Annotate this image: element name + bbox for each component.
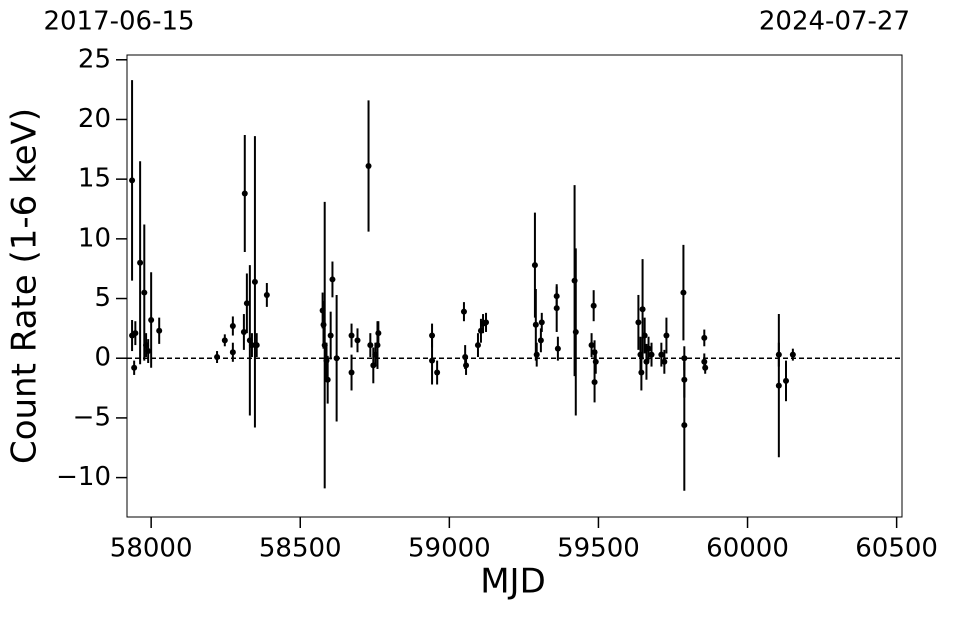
data-point: [354, 337, 361, 344]
data-point: [658, 351, 665, 358]
data-point: [531, 262, 538, 269]
data-point: [553, 305, 560, 312]
data-point: [680, 289, 687, 296]
data-point: [588, 342, 595, 349]
data-point: [572, 328, 579, 335]
y-tick-label: 15: [78, 164, 111, 194]
x-tick-label: 59500: [557, 534, 640, 564]
data-point: [375, 330, 382, 337]
y-tick-label: 20: [78, 104, 111, 134]
data-point: [156, 327, 163, 334]
data-point: [137, 259, 144, 266]
data-point: [789, 351, 796, 358]
data-point: [663, 332, 670, 339]
data-point: [365, 163, 372, 170]
data-point: [214, 354, 221, 361]
data-point: [463, 362, 470, 369]
data-point: [248, 342, 255, 349]
data-point: [429, 332, 436, 339]
x-tick-label: 58000: [110, 534, 193, 564]
data-point: [263, 291, 270, 298]
data-point: [783, 377, 790, 384]
top-date-label: 2017-06-15: [43, 7, 194, 37]
data-point: [329, 276, 336, 283]
data-point: [538, 319, 545, 326]
y-tick-label: −10: [56, 462, 111, 492]
data-point: [474, 342, 481, 349]
data-point: [638, 369, 645, 376]
top-date-label: 2024-07-27: [759, 7, 910, 37]
data-point: [681, 422, 688, 429]
data-point: [775, 351, 782, 358]
plot-frame: [126, 54, 903, 518]
data-point: [251, 278, 258, 285]
x-tick-label: 58500: [259, 534, 342, 564]
data-point: [701, 334, 708, 341]
data-point: [681, 355, 688, 362]
data-point: [129, 177, 136, 184]
data-point: [221, 337, 228, 344]
data-point: [141, 289, 148, 296]
data-point: [702, 364, 709, 371]
data-point: [243, 300, 250, 307]
y-tick-label: 0: [94, 343, 111, 373]
data-point: [639, 306, 646, 313]
data-point: [367, 342, 374, 349]
data-point: [635, 319, 642, 326]
data-point: [533, 351, 540, 358]
data-point: [240, 328, 247, 335]
data-point: [591, 379, 598, 386]
data-point: [681, 376, 688, 383]
x-tick-label: 60000: [706, 534, 789, 564]
data-point: [145, 348, 152, 355]
data-point: [592, 358, 599, 365]
data-point: [554, 345, 561, 352]
data-point: [661, 358, 668, 365]
data-point: [775, 382, 782, 389]
data-point: [641, 332, 648, 339]
data-point: [429, 357, 436, 364]
data-point: [333, 355, 340, 362]
y-axis-label: Count Rate (1-6 keV): [5, 108, 45, 464]
data-point: [590, 302, 597, 309]
data-point: [460, 308, 467, 315]
data-point: [229, 322, 236, 329]
data-point: [483, 319, 490, 326]
data-point: [645, 345, 652, 352]
x-axis-label: MJD: [480, 562, 546, 602]
data-point: [553, 293, 560, 300]
x-tick-label: 59000: [408, 534, 491, 564]
data-point: [537, 337, 544, 344]
data-point: [241, 190, 248, 197]
y-tick-label: 5: [94, 283, 111, 313]
data-point: [348, 332, 355, 339]
data-point: [148, 317, 155, 324]
data-point: [253, 342, 260, 349]
x-tick-label: 60500: [855, 534, 938, 564]
data-point: [532, 321, 539, 328]
y-tick-label: −5: [73, 402, 111, 432]
y-tick-label: 10: [78, 223, 111, 253]
data-point: [348, 369, 355, 376]
data-point: [434, 369, 441, 376]
data-point: [324, 376, 331, 383]
data-point: [229, 349, 236, 356]
data-point: [327, 332, 334, 339]
y-tick-label: 25: [78, 44, 111, 74]
data-point: [131, 364, 138, 371]
data-point: [132, 330, 139, 337]
data-point: [648, 351, 655, 358]
